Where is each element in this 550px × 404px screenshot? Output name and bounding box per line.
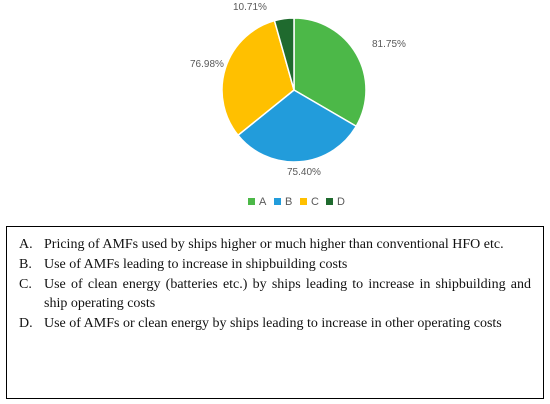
- legend-swatch-a: [248, 198, 255, 205]
- pie-slice-b: [236, 89, 358, 163]
- note-item-b: B. Use of AMFs leading to increase in sh…: [19, 255, 531, 274]
- data-label-d: 10.71%: [233, 2, 267, 13]
- legend-label-c: C: [311, 196, 319, 208]
- legend-item-a: A: [248, 196, 267, 208]
- legend-label-a: A: [259, 196, 267, 208]
- legend-label-d: D: [337, 196, 345, 208]
- pie-slice-a: [293, 17, 367, 128]
- note-letter: B.: [19, 257, 32, 272]
- legend-item-d: D: [326, 196, 345, 208]
- legend-item-c: C: [300, 196, 319, 208]
- note-letter: D.: [19, 316, 33, 331]
- pie-slice-c: [221, 19, 295, 137]
- note-text: Use of AMFs or clean energy by ships lea…: [44, 316, 502, 331]
- pie-chart-svg: 81.75% 75.40% 76.98% 10.71% A B C D: [190, 2, 406, 208]
- data-label-c: 76.98%: [190, 59, 224, 70]
- legend-swatch-d: [326, 198, 333, 205]
- note-text: Use of clean energy (batteries etc.) by …: [44, 277, 531, 311]
- data-label-a: 81.75%: [372, 39, 406, 50]
- note-item-c: C. Use of clean energy (batteries etc.) …: [19, 275, 531, 313]
- pie-slice-d: [273, 17, 295, 91]
- note-text: Use of AMFs leading to increase in shipb…: [44, 257, 348, 272]
- legend-swatch-b: [274, 198, 281, 205]
- legend-item-b: B: [274, 196, 292, 208]
- data-label-b: 75.40%: [287, 167, 321, 178]
- legend-label-b: B: [285, 196, 292, 208]
- note-item-d: D. Use of AMFs or clean energy by ships …: [19, 314, 531, 333]
- legend-notes-box: A. Pricing of AMFs used by ships higher …: [6, 226, 544, 399]
- note-letter: A.: [19, 237, 33, 252]
- pie-chart: 81.75% 75.40% 76.98% 10.71% A B C D: [190, 2, 406, 208]
- note-letter: C.: [19, 277, 32, 292]
- note-item-a: A. Pricing of AMFs used by ships higher …: [19, 235, 531, 254]
- legend-swatch-c: [300, 198, 307, 205]
- note-text: Pricing of AMFs used by ships higher or …: [44, 237, 504, 252]
